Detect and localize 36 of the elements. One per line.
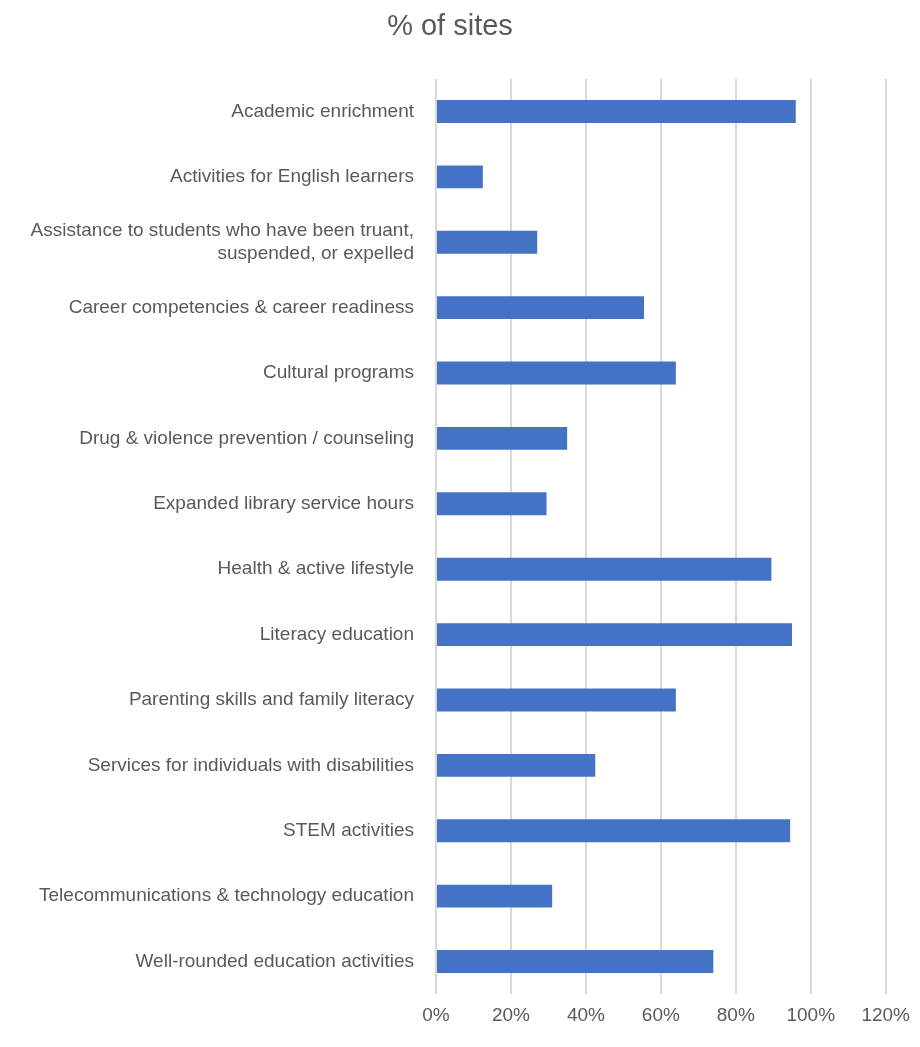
- x-tick-label: 100%: [786, 1003, 836, 1025]
- bar: [437, 426, 568, 450]
- bar: [437, 688, 676, 712]
- y-tick-label: Drug & violence prevention / counseling: [79, 426, 414, 448]
- bar: [437, 165, 483, 189]
- x-tick-label: 80%: [716, 1003, 755, 1025]
- bar: [437, 950, 714, 973]
- y-tick-label: Assistance to students who have been truant, suspended, or expelled: [30, 219, 414, 263]
- bar: [437, 100, 796, 123]
- chart-title: % of sites: [387, 9, 513, 42]
- bar: [437, 557, 772, 581]
- y-tick-label: Well-rounded education activities: [135, 949, 414, 971]
- y-tick-label: Services for individuals with disabilities: [87, 753, 414, 775]
- x-tick-label: 120%: [861, 1003, 911, 1025]
- bar: [437, 623, 793, 647]
- bar: [437, 361, 676, 385]
- bar: [437, 296, 644, 320]
- x-tick-label: 0%: [422, 1003, 450, 1025]
- x-tick-label: 20%: [491, 1003, 531, 1025]
- y-tick-label: Expanded library service hours: [153, 492, 414, 514]
- x-tick-label: 40%: [566, 1003, 606, 1025]
- y-tick-label: Career competencies & career readiness: [68, 295, 414, 317]
- bar: [437, 884, 553, 908]
- bar: [437, 492, 547, 516]
- bar: [437, 819, 791, 843]
- y-tick-label: Literacy education: [259, 622, 414, 644]
- bar: [437, 230, 538, 254]
- y-tick-label: Telecommunications & technology education: [39, 884, 414, 906]
- bar: [437, 753, 596, 777]
- y-tick-label: Cultural programs: [263, 361, 414, 383]
- x-tick-label: 60%: [641, 1003, 680, 1025]
- y-tick-label: Health & active lifestyle: [217, 557, 414, 579]
- y-tick-label: Academic enrichment: [231, 99, 415, 121]
- y-tick-label: STEM activities: [283, 818, 414, 840]
- y-tick-label: Activities for English learners: [170, 165, 414, 187]
- y-tick-label: Parenting skills and family literacy: [128, 688, 415, 710]
